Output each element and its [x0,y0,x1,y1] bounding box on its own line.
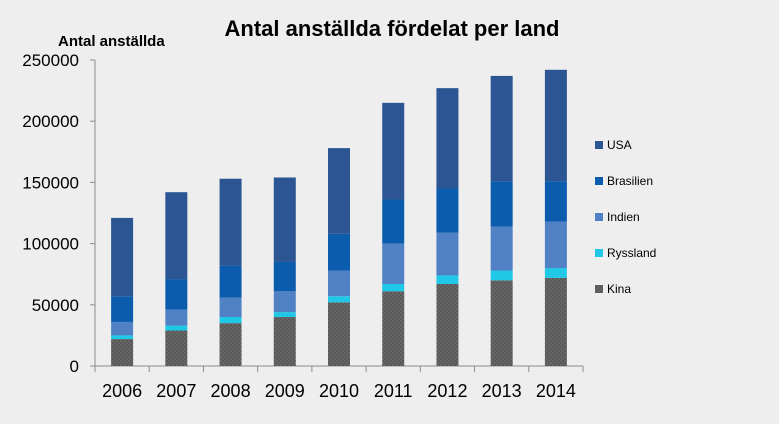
legend-swatch-usa [595,141,603,149]
bar-segment-usa [544,69,567,182]
legend-label-indien: Indien [607,210,640,224]
bar-segment-ryssland [382,283,405,292]
bar-segment-indien [544,221,567,269]
x-axis-ticks: 2006 2007 2008 2009 2010 2011 2012 2013 2014 [94,366,584,401]
bar-segment-indien [273,291,296,313]
legend-label-usa: USA [607,138,632,152]
bar-segment-usa [382,102,405,200]
bar-segment-kina [328,302,350,366]
bar-segment-indien [111,321,134,336]
x-tick-label: 2008 [211,381,251,401]
bar-segment-usa [490,75,513,182]
bar-segment-brasilien [165,279,188,310]
y-tick-label: 250000 [22,51,79,70]
bar-segment-usa [219,178,242,266]
x-tick-label: 2014 [536,381,576,401]
x-tick-label: 2006 [102,381,142,401]
bar-segment-brasilien [219,265,242,298]
legend-swatch-ryssland [595,249,603,257]
bar-segment-indien [165,309,188,326]
y-axis-label: Antal anställda [58,33,165,50]
bar-segment-usa [165,192,188,280]
bar-segment-kina [436,283,459,366]
bar-segment-brasilien [490,181,513,227]
bar-segment-brasilien [382,199,405,244]
bar-segment-kina [165,330,188,366]
legend-swatch-indien [595,213,603,221]
bar-segment-kina [490,280,513,366]
bar-segment-kina [111,339,134,366]
bar-segment-ryssland [490,270,513,281]
y-tick-label: 50000 [32,296,79,315]
bar-segment-brasilien [273,261,296,292]
bar-segment-usa [328,148,350,234]
legend: USA Brasilien Indien Ryssland Kina [595,138,656,296]
bar-segment-usa [436,88,459,189]
bar-segment-usa [111,217,134,297]
bar-segment-ryssland [544,268,567,278]
bar-segment-kina [273,317,296,366]
bar-segment-brasilien [111,296,134,322]
legend-label-ryssland: Ryssland [607,246,656,260]
legend-label-brasilien: Brasilien [607,174,653,188]
y-tick-label: 100000 [22,235,79,254]
bar-segment-usa [273,177,296,262]
legend-label-kina: Kina [607,282,631,296]
bar-segment-indien [328,270,350,297]
bar-segment-indien [219,297,242,318]
bar-segment-brasilien [328,233,350,271]
bar-segment-kina [382,291,405,366]
x-tick-label: 2013 [482,381,522,401]
x-tick-label: 2011 [374,381,413,401]
x-tick-label: 2009 [265,381,305,401]
legend-swatch-kina [595,285,603,293]
bar-segment-kina [544,277,567,366]
bar-stacks [111,69,567,366]
bar-segment-kina [219,323,242,366]
bar-segment-indien [490,226,513,271]
y-tick-label: 150000 [22,173,79,192]
bar-segment-brasilien [436,188,459,233]
bar-segment-indien [382,243,405,284]
bar-segment-ryssland [165,325,188,331]
bar-segment-ryssland [111,335,134,340]
x-tick-label: 2010 [319,381,359,401]
y-axis-ticks: 0 50000 100000 150000 200000 250000 [22,51,95,376]
bar-segment-ryssland [328,296,350,303]
bar-segment-ryssland [273,312,296,318]
y-tick-label: 200000 [22,112,79,131]
y-tick-label: 0 [70,357,79,376]
x-tick-label: 2007 [156,381,196,401]
legend-swatch-brasilien [595,177,603,185]
bar-segment-indien [436,232,459,276]
bar-segment-ryssland [219,317,242,324]
bar-segment-ryssland [436,275,459,284]
chart-title: Antal anställda fördelat per land [225,16,560,41]
bar-segment-brasilien [544,181,567,222]
x-tick-label: 2012 [427,381,467,401]
